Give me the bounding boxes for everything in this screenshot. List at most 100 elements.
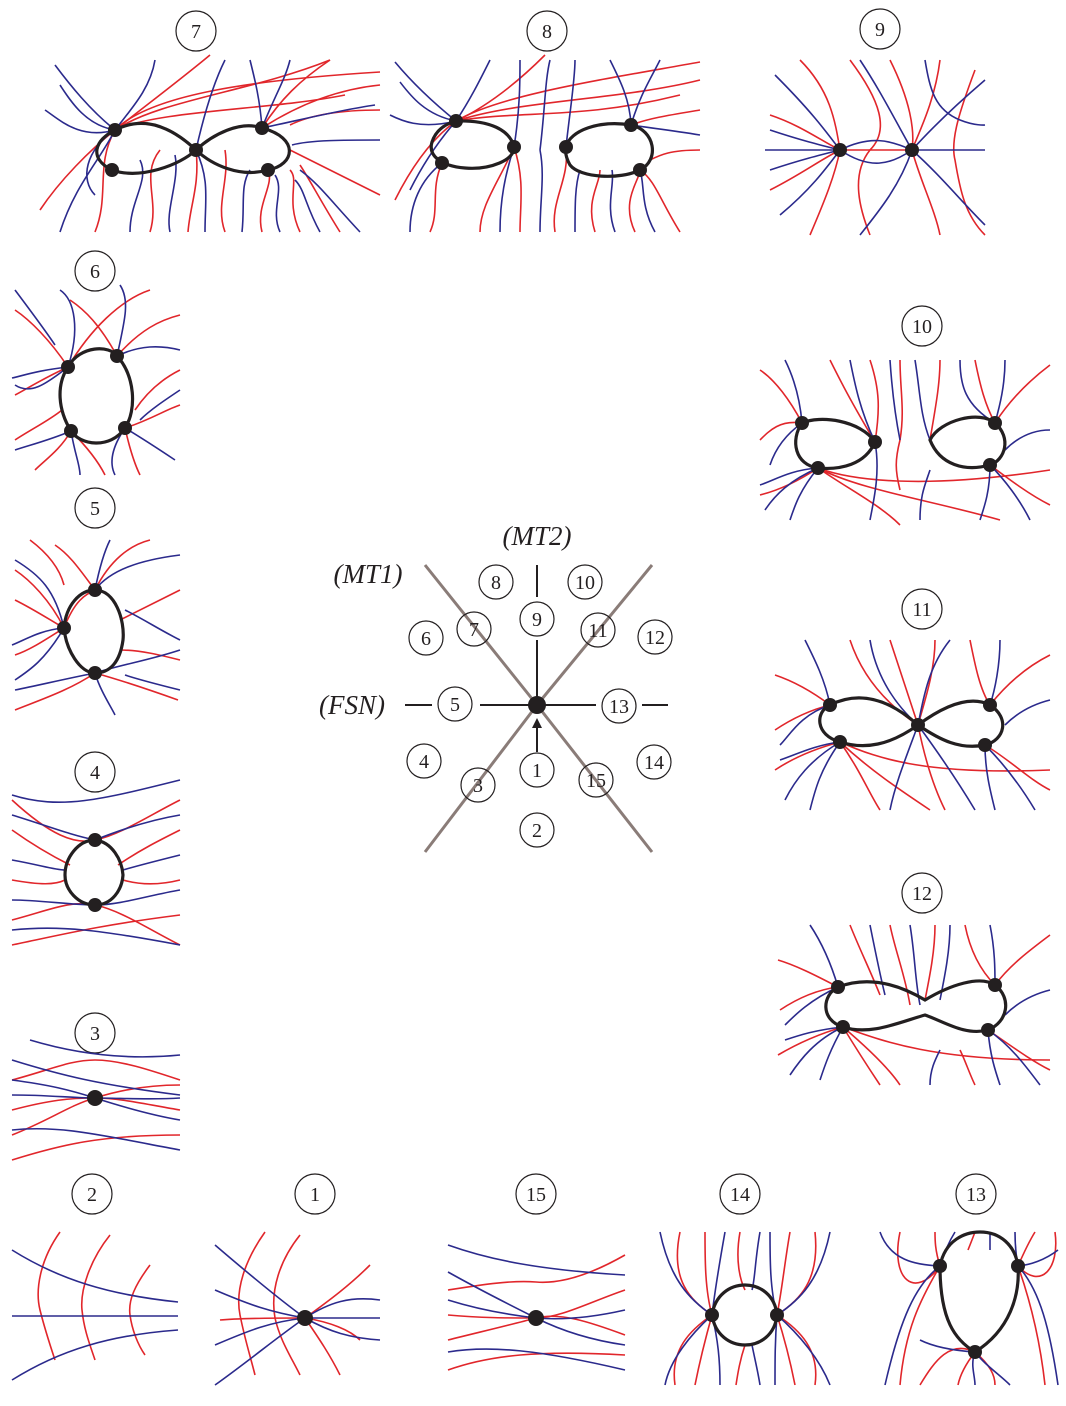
region-label-13: 13 bbox=[601, 688, 637, 724]
singular-point bbox=[118, 421, 132, 435]
panel-15: 15 bbox=[447, 1173, 626, 1371]
panel-label: 8 bbox=[542, 21, 552, 43]
singular-point bbox=[836, 1020, 850, 1034]
curve-family-red bbox=[769, 59, 986, 236]
center-bifurcation-diagram: (MT1) (MT2) (FSN) 8 9 10 7 11 6 12 bbox=[319, 521, 673, 853]
panel-label: 14 bbox=[730, 1184, 750, 1206]
panel-label-circle bbox=[74, 250, 116, 292]
panel-label: 2 bbox=[87, 1184, 97, 1206]
panel-label-circle bbox=[74, 1012, 116, 1054]
region-label-14: 14 bbox=[636, 744, 672, 780]
singular-point bbox=[110, 349, 124, 363]
curve-family-blue bbox=[11, 1249, 179, 1381]
svg-text:11: 11 bbox=[588, 620, 607, 642]
region-label-15: 15 bbox=[578, 762, 614, 798]
singular-point bbox=[435, 156, 449, 170]
curve-family-blue bbox=[765, 59, 986, 236]
panel-label-circle bbox=[901, 588, 943, 630]
panel-label: 12 bbox=[912, 883, 932, 905]
arrow-head-icon bbox=[532, 718, 542, 728]
singular-curve bbox=[63, 838, 125, 907]
curve-family-red bbox=[11, 799, 181, 946]
label-fsn: (FSN) bbox=[319, 690, 385, 720]
panel-label-circle bbox=[294, 1173, 336, 1215]
region-label-2: 2 bbox=[519, 812, 555, 848]
svg-text:1: 1 bbox=[532, 760, 542, 782]
singular-point bbox=[988, 416, 1002, 430]
panel-14: 14 bbox=[659, 1173, 831, 1386]
singular-point bbox=[831, 980, 845, 994]
singular-point bbox=[559, 140, 573, 154]
singular-curve bbox=[938, 1230, 1020, 1354]
panel-label: 15 bbox=[526, 1184, 546, 1206]
region-label-9: 9 bbox=[519, 601, 555, 637]
singular-point bbox=[833, 735, 847, 749]
singular-point bbox=[983, 698, 997, 712]
svg-text:12: 12 bbox=[645, 627, 665, 649]
svg-text:15: 15 bbox=[586, 770, 606, 792]
panel-13: 13 bbox=[879, 1173, 1059, 1386]
panel-label-circle bbox=[71, 1173, 113, 1215]
svg-text:7: 7 bbox=[469, 619, 479, 641]
region-label-10: 10 bbox=[567, 564, 603, 600]
curve-family-blue bbox=[659, 1231, 831, 1386]
svg-text:6: 6 bbox=[421, 628, 431, 650]
curve-family-blue bbox=[879, 1231, 1059, 1386]
singular-point bbox=[507, 140, 521, 154]
curve-family-red bbox=[39, 54, 381, 233]
singular-curve-left bbox=[429, 119, 516, 170]
panel-4: 4 bbox=[11, 751, 181, 946]
singular-point bbox=[261, 163, 275, 177]
curve-family-red bbox=[896, 1231, 1057, 1386]
singular-point bbox=[933, 1259, 947, 1273]
panel-label: 10 bbox=[912, 316, 932, 338]
ray-lower-left bbox=[423, 704, 539, 853]
curve-family-red bbox=[673, 1231, 817, 1386]
panel-12: 12 bbox=[777, 872, 1051, 1086]
region-label-5: 5 bbox=[437, 686, 473, 722]
singular-point bbox=[64, 424, 78, 438]
panel-label-circle bbox=[901, 872, 943, 914]
singular-curve bbox=[710, 1283, 779, 1347]
singular-point bbox=[911, 718, 925, 732]
curve-family-blue bbox=[11, 539, 181, 716]
singular-point bbox=[1011, 1259, 1025, 1273]
curve-family-red bbox=[394, 54, 701, 233]
singular-point bbox=[633, 163, 647, 177]
panel-label: 5 bbox=[90, 498, 100, 520]
panel-8: 8 bbox=[389, 10, 701, 233]
singular-point bbox=[189, 143, 203, 157]
panel-2: 2 bbox=[11, 1173, 179, 1381]
svg-text:5: 5 bbox=[450, 694, 460, 716]
svg-text:10: 10 bbox=[575, 572, 595, 594]
panel-label: 11 bbox=[912, 599, 931, 621]
singular-point bbox=[88, 833, 102, 847]
singular-point bbox=[978, 738, 992, 752]
panel-label-circle bbox=[74, 487, 116, 529]
label-mt1: (MT1) bbox=[334, 559, 403, 589]
panel-7: 7 bbox=[39, 10, 381, 233]
singular-point bbox=[823, 698, 837, 712]
singular-point bbox=[255, 121, 269, 135]
panel-label: 4 bbox=[90, 762, 100, 784]
singular-point bbox=[57, 621, 71, 635]
region-label-11: 11 bbox=[580, 612, 616, 648]
svg-text:14: 14 bbox=[644, 752, 664, 774]
singular-point bbox=[968, 1345, 982, 1359]
curve-family-red bbox=[777, 924, 1051, 1086]
panel-5: 5 bbox=[11, 487, 181, 716]
panel-label-circle bbox=[955, 1173, 997, 1215]
panel-label: 13 bbox=[966, 1184, 986, 1206]
svg-text:9: 9 bbox=[532, 609, 542, 631]
region-label-6: 6 bbox=[408, 620, 444, 656]
region-label-4: 4 bbox=[406, 743, 442, 779]
singular-point bbox=[297, 1310, 313, 1326]
singular-point bbox=[983, 458, 997, 472]
panel-11: 11 bbox=[774, 588, 1051, 811]
panel-label: 9 bbox=[875, 19, 885, 41]
singular-point bbox=[868, 435, 882, 449]
singular-point bbox=[88, 583, 102, 597]
curve-family-blue bbox=[44, 59, 381, 233]
region-label-7: 7 bbox=[456, 611, 492, 647]
